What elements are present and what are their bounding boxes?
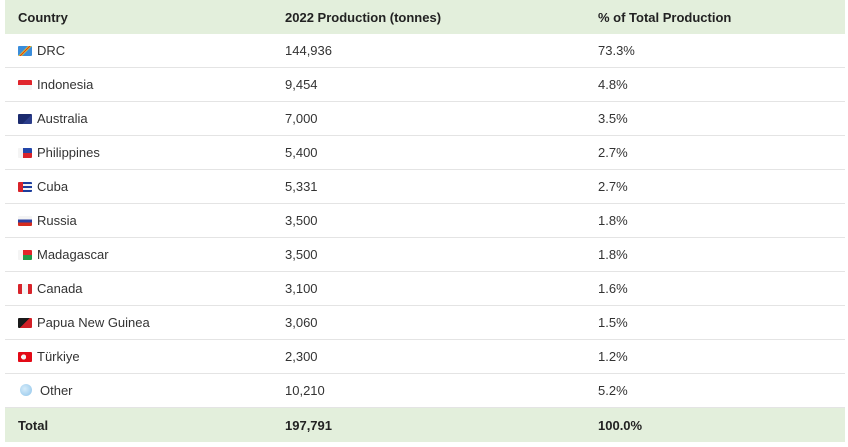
share-cell: 73.3% [585,34,845,68]
country-name: Australia [37,111,88,126]
flag-icon [18,318,32,328]
production-cell: 5,331 [272,169,585,204]
share-cell: 2.7% [585,169,845,204]
country-cell: Cuba [5,169,272,204]
production-cell: 5,400 [272,135,585,170]
flag-icon [18,80,32,90]
share-cell: 5.2% [585,373,845,408]
country-name: Indonesia [37,77,94,92]
total-row: Total 197,791 100.0% [5,407,845,442]
country-name: Canada [37,281,83,296]
header-row: Country 2022 Production (tonnes) % of To… [5,0,845,34]
flag-icon [18,46,32,56]
share-cell: 1.8% [585,203,845,238]
country-cell: Papua New Guinea [5,305,272,340]
share-cell: 1.6% [585,271,845,306]
share-cell: 1.8% [585,237,845,272]
table-row: Indonesia 9,454 4.8% [5,67,845,102]
country-cell: Canada [5,271,272,306]
table-row: Papua New Guinea 3,060 1.5% [5,305,845,340]
flag-icon [18,216,32,226]
globe-icon [20,384,32,396]
flag-icon [18,284,32,294]
total-share: 100.0% [585,407,845,442]
production-cell: 3,060 [272,305,585,340]
table-row: Cuba 5,331 2.7% [5,169,845,204]
country-cell: Madagascar [5,237,272,272]
table-row: Russia 3,500 1.8% [5,203,845,238]
country-cell: Türkiye [5,339,272,374]
production-table: Country 2022 Production (tonnes) % of To… [5,0,845,442]
country-name: DRC [37,43,66,58]
production-cell: 9,454 [272,67,585,102]
production-cell: 3,500 [272,203,585,238]
country-name: Türkiye [37,349,80,364]
country-cell: Other [5,373,272,408]
country-name: Philippines [37,145,100,160]
country-cell: Indonesia [5,67,272,102]
table-row: Türkiye 2,300 1.2% [5,339,845,374]
production-cell: 144,936 [272,34,585,68]
header-cell: % of Total Production [585,0,845,34]
country-cell: Philippines [5,135,272,170]
header-cell: Country [5,0,272,34]
production-cell: 7,000 [272,101,585,136]
country-cell: Russia [5,203,272,238]
country-name: Papua New Guinea [37,315,150,330]
production-cell: 3,500 [272,237,585,272]
flag-icon [18,352,32,362]
table-row: DRC 144,936 73.3% [5,34,845,68]
country-name: Cuba [37,179,69,194]
share-cell: 1.2% [585,339,845,374]
country-name: Russia [37,213,77,228]
total-production: 197,791 [272,407,585,442]
country-name: Madagascar [37,247,109,262]
table-row: Australia 7,000 3.5% [5,101,845,136]
flag-icon [18,250,32,260]
flag-icon [18,114,32,124]
table-row: Canada 3,100 1.6% [5,271,845,306]
country-cell: Australia [5,101,272,136]
share-cell: 3.5% [585,101,845,136]
table-row: Madagascar 3,500 1.8% [5,237,845,272]
table-body: Country 2022 Production (tonnes) % of To… [5,0,845,442]
header-cell: 2022 Production (tonnes) [272,0,585,34]
production-cell: 2,300 [272,339,585,374]
country-cell: DRC [5,34,272,68]
table-row: Other 10,210 5.2% [5,373,845,408]
share-cell: 1.5% [585,305,845,340]
production-cell: 3,100 [272,271,585,306]
flag-icon [18,148,32,158]
country-name: Other [40,383,73,398]
production-cell: 10,210 [272,373,585,408]
total-label: Total [5,407,272,442]
share-cell: 2.7% [585,135,845,170]
flag-icon [18,182,32,192]
table-row: Philippines 5,400 2.7% [5,135,845,170]
share-cell: 4.8% [585,67,845,102]
